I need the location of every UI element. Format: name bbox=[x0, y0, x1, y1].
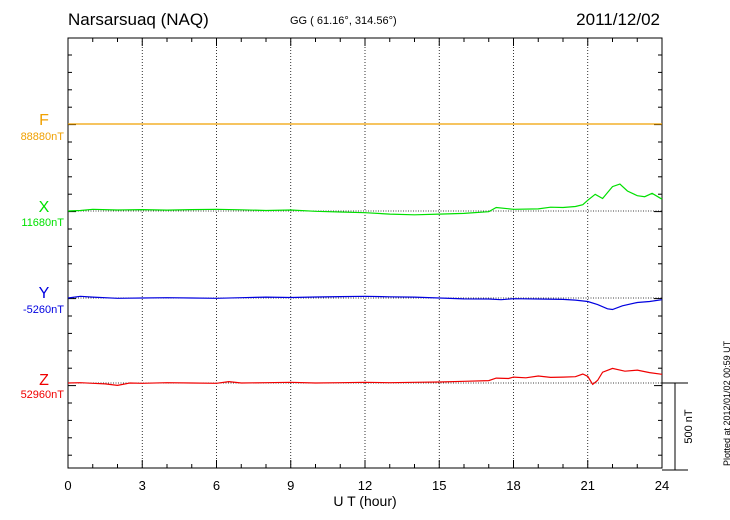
station-title: Narsarsuaq (NAQ) bbox=[68, 10, 209, 29]
series-name-f: F bbox=[39, 112, 49, 129]
series-baseline-label-z: 52960nT bbox=[21, 389, 65, 401]
x-tick-label: 15 bbox=[432, 478, 446, 493]
x-tick-label: 0 bbox=[64, 478, 71, 493]
x-tick-label: 21 bbox=[581, 478, 595, 493]
x-tick-label: 12 bbox=[358, 478, 372, 493]
x-axis-label: U T (hour) bbox=[333, 493, 396, 509]
x-tick-label: 6 bbox=[213, 478, 220, 493]
plotted-timestamp: Plotted at 2012/01/02 00:59 UT bbox=[722, 340, 730, 466]
series-name-z: Z bbox=[39, 372, 49, 389]
series-name-x: X bbox=[39, 199, 50, 216]
x-tick-label: 24 bbox=[655, 478, 669, 493]
chart-date: 2011/12/02 bbox=[576, 10, 660, 29]
series-line-y bbox=[67, 295, 663, 311]
series-line-x bbox=[67, 183, 663, 216]
x-tick-label: 9 bbox=[287, 478, 294, 493]
series-line-z bbox=[67, 367, 663, 387]
geographic-coordinates: GG ( 61.16°, 314.56°) bbox=[290, 15, 397, 27]
plot-frame bbox=[67, 37, 663, 469]
x-tick-label: 18 bbox=[506, 478, 520, 493]
series-baseline-label-f: 88880nT bbox=[21, 131, 65, 143]
series-baseline-label-x: 11680nT bbox=[21, 217, 64, 229]
series-name-y: Y bbox=[39, 285, 50, 302]
series-baseline-label-y: -5260nT bbox=[23, 304, 64, 316]
scale-bar-label: 500 nT bbox=[683, 409, 695, 444]
x-tick-label: 3 bbox=[139, 478, 146, 493]
